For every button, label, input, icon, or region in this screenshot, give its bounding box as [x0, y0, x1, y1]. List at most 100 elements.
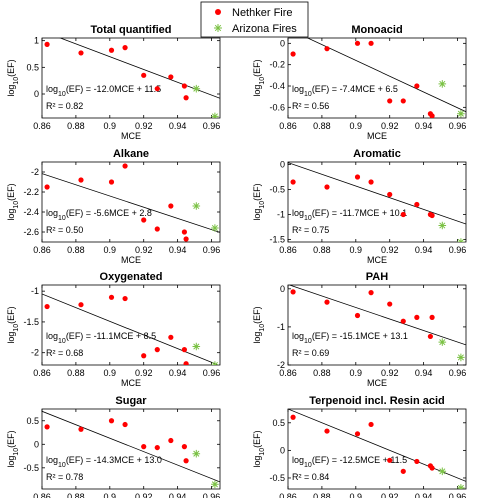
x-axis-label: MCE: [121, 255, 141, 265]
r-squared: R² = 0.84: [292, 472, 329, 482]
point-arizona: [211, 112, 219, 118]
x-tick-label: 0.9: [350, 245, 363, 255]
point-nethker: [368, 40, 374, 46]
y-axis-label: log10(EF): [6, 59, 20, 96]
x-tick-label: 0.96: [203, 368, 221, 378]
legend-label-arizona: Arizona Fires: [232, 23, 297, 35]
axes-box: [41, 284, 221, 366]
y-tick-label: -1.5: [23, 317, 39, 327]
x-tick-label: 0.92: [135, 492, 153, 498]
point-nethker: [387, 98, 393, 104]
x-tick-label: 0.88: [313, 245, 331, 255]
x-tick-label: 0.92: [381, 245, 399, 255]
point-arizona: [192, 202, 201, 210]
x-tick-label: 0.94: [415, 121, 433, 131]
y-tick-label: -2.6: [23, 227, 39, 237]
r-squared: R² = 0.78: [46, 472, 83, 482]
point-nethker: [141, 353, 147, 359]
panel-pah: PAH 0.86 0.88 0.9 0.92 0.94 0.96 -2 -1 0 MCE log10(…: [252, 271, 467, 388]
x-axis-label: MCE: [367, 131, 387, 141]
point-nethker: [387, 457, 393, 463]
point-nethker: [44, 184, 50, 190]
legend-marker-nethker: [215, 9, 221, 15]
y-tick-label: -0.5: [269, 473, 285, 483]
point-nethker: [181, 444, 187, 450]
point-nethker: [181, 83, 187, 89]
fit-line: [42, 293, 220, 365]
panel-title: PAH: [366, 271, 388, 283]
point-nethker: [183, 458, 189, 464]
point-nethker: [324, 299, 330, 305]
fit-line: [288, 162, 466, 225]
point-nethker: [181, 229, 187, 235]
point-nethker: [122, 421, 128, 428]
point-nethker: [324, 184, 330, 190]
x-tick-label: 0.92: [135, 245, 153, 255]
fit-equation: log10(EF) = -15.1MCE + 13.1: [292, 331, 408, 345]
x-tick-label: 0.92: [135, 368, 153, 378]
y-tick-label: -0.4: [269, 81, 285, 91]
fit-equation: log10(EF) = -5.6MCE + 2.8: [46, 208, 152, 222]
point-arizona: [438, 80, 447, 88]
r-squared: R² = 0.68: [46, 348, 83, 358]
panel-alkane: Alkane 0.86 0.88 0.9 0.92 0.94 0.96 -2.6 -2.4 -2.…: [6, 148, 221, 265]
x-tick-label: 0.88: [313, 121, 331, 131]
point-nethker: [78, 50, 84, 56]
y-tick-label: -0.5: [269, 185, 285, 195]
r-squared: R² = 0.75: [292, 225, 329, 235]
x-tick-label: 0.86: [279, 245, 297, 255]
point-nethker: [168, 334, 174, 340]
y-tick-label: -1: [277, 322, 285, 332]
panel-title: Aromatic: [353, 148, 401, 160]
x-tick-label: 0.96: [449, 121, 467, 131]
x-tick-label: 0.94: [169, 121, 187, 131]
point-nethker: [429, 465, 435, 471]
x-tick-label: 0.94: [169, 492, 187, 498]
panel-title: Sugar: [115, 395, 147, 407]
point-nethker: [368, 290, 374, 296]
y-tick-label: 0: [280, 160, 285, 170]
point-nethker: [290, 51, 296, 57]
point-nethker: [168, 74, 174, 80]
y-axis-label: log10(EF): [252, 59, 266, 96]
point-nethker: [368, 179, 374, 185]
x-tick-label: 0.9: [104, 492, 117, 498]
x-tick-label: 0.88: [67, 121, 85, 131]
x-tick-label: 0.94: [169, 368, 187, 378]
point-nethker: [400, 98, 406, 104]
x-tick-label: 0.94: [415, 492, 433, 498]
y-tick-label: -2: [31, 167, 39, 177]
legend-label-nethker: Nethker Fire: [232, 7, 293, 19]
point-nethker: [168, 437, 174, 444]
point-arizona: [192, 84, 201, 93]
x-tick-label: 0.96: [449, 245, 467, 255]
x-tick-label: 0.92: [381, 121, 399, 131]
y-tick-label: 0: [280, 445, 285, 455]
y-axis-label: log10(EF): [6, 430, 20, 467]
panel-sugar: Sugar0.860.880.90.920.940.96-0.500.5MCEl…: [6, 395, 221, 498]
x-tick-label: 0.92: [381, 368, 399, 378]
point-nethker: [290, 414, 296, 420]
point-nethker: [290, 179, 296, 185]
point-arizona: [457, 484, 465, 489]
x-tick-label: 0.9: [350, 121, 363, 131]
point-nethker: [141, 444, 147, 450]
fit-equation: log10(EF) = -11.1MCE + 8.5: [46, 331, 156, 345]
point-arizona: [211, 224, 219, 232]
legend-marker-arizona: [214, 24, 222, 32]
r-squared: R² = 0.82: [46, 101, 83, 111]
point-nethker: [44, 424, 50, 430]
x-tick-label: 0.9: [104, 368, 117, 378]
fit-line: [306, 38, 466, 113]
point-arizona: [438, 467, 447, 476]
x-tick-label: 0.94: [415, 368, 433, 378]
x-axis-label: MCE: [367, 255, 387, 265]
y-tick-label: 0.5: [272, 418, 285, 428]
x-tick-label: 0.96: [203, 245, 221, 255]
point-arizona: [211, 480, 219, 489]
point-nethker: [354, 40, 361, 46]
y-axis-label: log10(EF): [252, 183, 266, 220]
y-tick-label: 0: [34, 439, 39, 449]
y-tick-label: 1: [34, 36, 39, 46]
